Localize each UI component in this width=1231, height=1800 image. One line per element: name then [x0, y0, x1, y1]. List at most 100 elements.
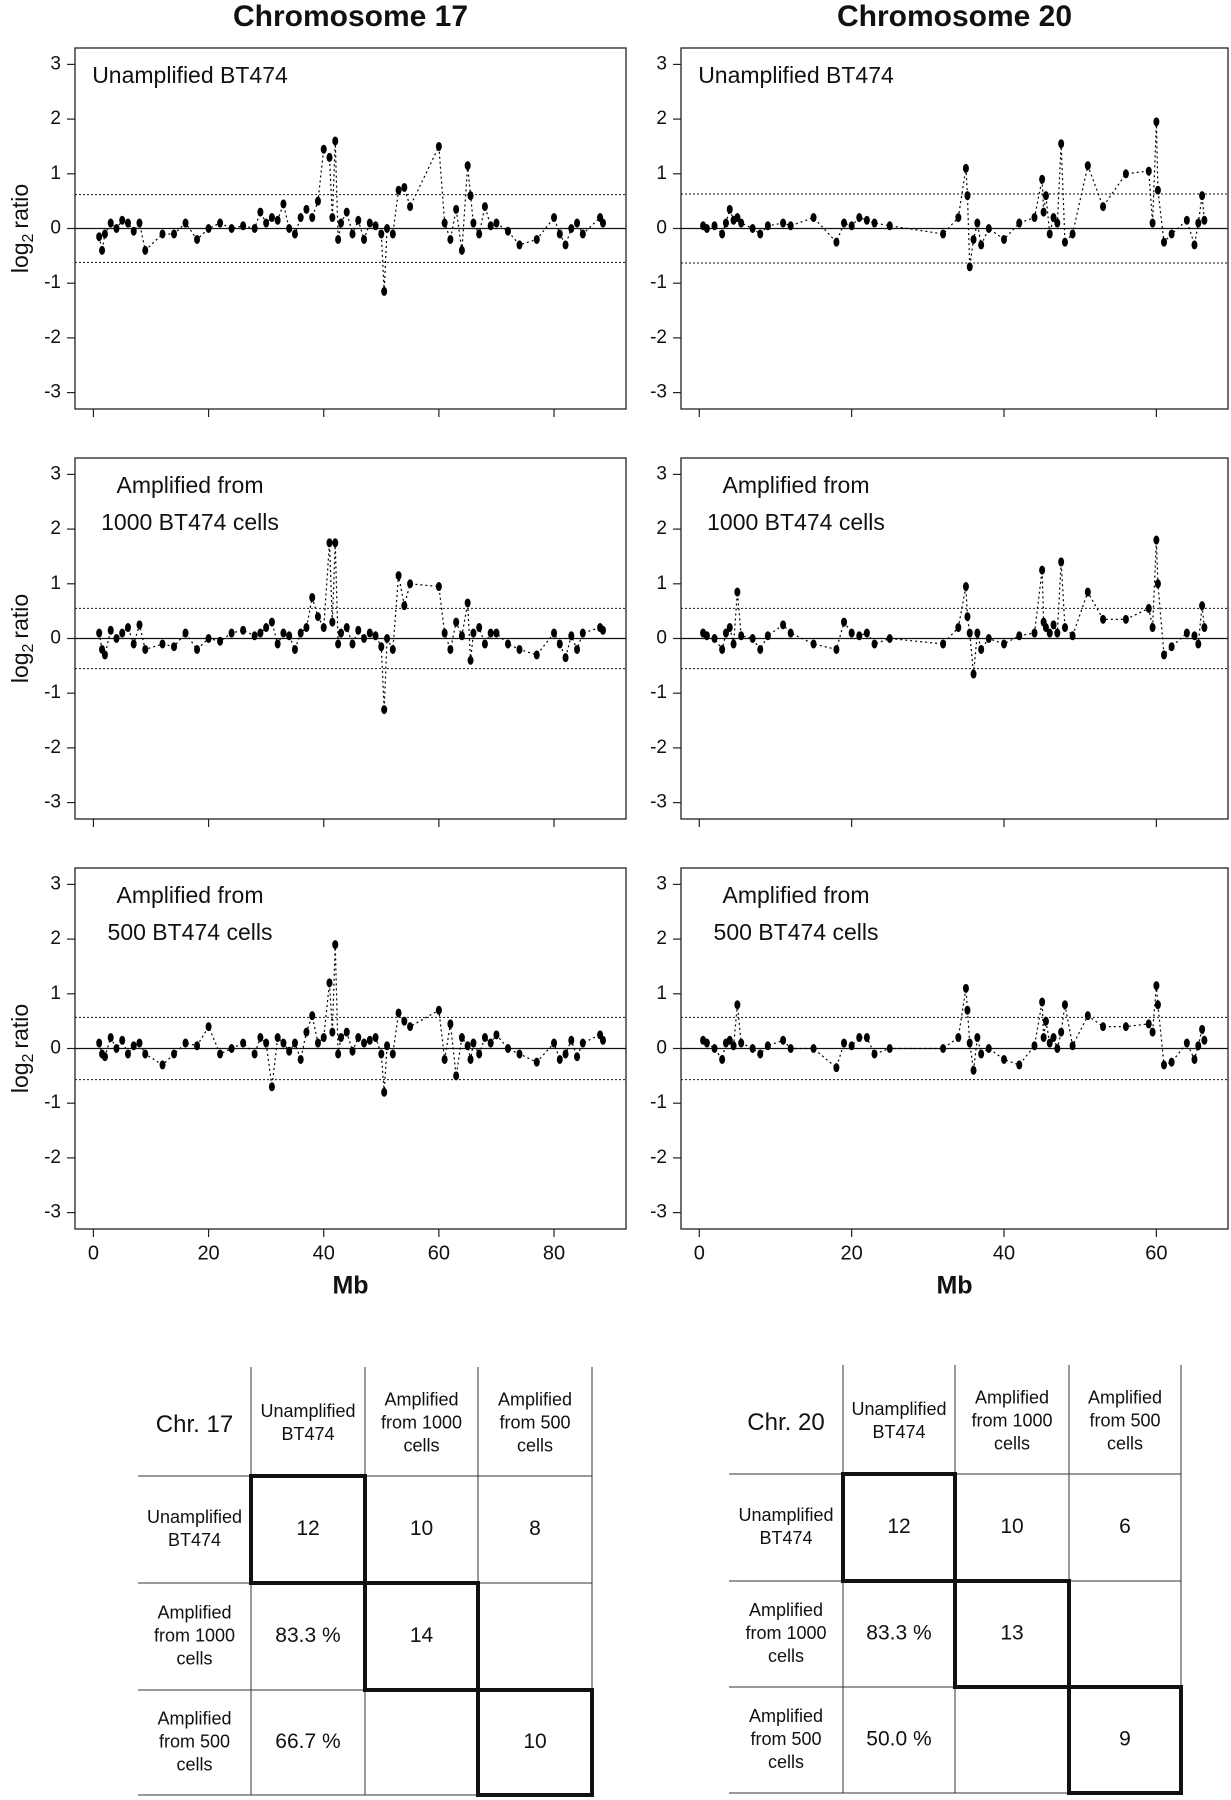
data-point: [228, 224, 235, 233]
data-point: [329, 617, 336, 627]
data-point: [719, 229, 726, 239]
data-point: [205, 1022, 212, 1032]
data-point: [303, 623, 310, 633]
data-point: [476, 229, 483, 239]
data-point: [734, 587, 741, 597]
data-point: [1084, 161, 1091, 171]
data-point: [810, 213, 817, 223]
data-point: [787, 221, 794, 231]
data-point: [395, 1008, 402, 1018]
data-point: [124, 218, 131, 228]
data-point: [384, 634, 391, 643]
data-point: [871, 1049, 878, 1059]
data-point: [1195, 218, 1202, 228]
data-point: [194, 644, 201, 654]
data-point: [251, 1049, 258, 1059]
data-point: [458, 631, 465, 641]
data-point: [136, 620, 143, 630]
data-point: [240, 1038, 247, 1048]
data-point: [533, 234, 540, 244]
data-point: [764, 631, 771, 641]
data-point: [467, 655, 474, 665]
data-point: [343, 1027, 350, 1037]
y-tick-label: 0: [50, 1038, 61, 1059]
data-point: [1061, 623, 1068, 633]
table-cell: 66.7 %: [275, 1730, 340, 1753]
data-point: [504, 639, 511, 649]
table-cell: 14: [410, 1624, 434, 1647]
data-point: [361, 634, 368, 643]
column-title: Chromosome 20: [837, 0, 1072, 33]
data-point: [1054, 218, 1061, 228]
data-point: [1195, 1041, 1202, 1051]
data-point: [955, 623, 962, 633]
y-tick-label: 1: [656, 983, 667, 1004]
diagonal-box: [249, 1474, 367, 1585]
data-point: [395, 571, 402, 581]
data-point: [349, 639, 356, 649]
data-point: [1201, 215, 1208, 225]
data-point: [556, 1054, 563, 1064]
data-point: [217, 636, 224, 646]
data-point: [955, 213, 962, 223]
y-tick-label: 1: [50, 163, 61, 184]
data-point: [1042, 1016, 1049, 1026]
data-point: [372, 631, 379, 641]
y-tick-label: -1: [44, 1092, 61, 1113]
data-point: [274, 215, 281, 225]
y-tick-label: 2: [50, 518, 61, 539]
data-point: [764, 221, 771, 231]
y-tick-label: 0: [656, 218, 667, 239]
data-point: [441, 218, 448, 228]
y-label-part: log: [7, 652, 33, 683]
data-point: [309, 213, 316, 223]
data-point: [487, 628, 494, 638]
data-point: [361, 1038, 368, 1048]
row-header: Amplified: [157, 1602, 231, 1622]
data-point: [1016, 218, 1023, 228]
data-point: [303, 1027, 310, 1037]
data-point: [757, 229, 764, 239]
data-point: [389, 229, 396, 239]
data-point: [1046, 628, 1053, 638]
data-point: [1149, 623, 1156, 633]
data-point: [182, 218, 189, 228]
data-point: [493, 628, 500, 638]
data-point: [251, 631, 258, 641]
data-point: [1199, 1024, 1206, 1034]
data-point: [856, 213, 863, 223]
panel-label: 500 BT474 cells: [108, 919, 273, 945]
y-tick-label: 0: [656, 628, 667, 649]
y-tick-label: 2: [50, 108, 61, 129]
row-header: from 1000: [154, 1625, 235, 1645]
column-header: from 500: [1089, 1410, 1160, 1430]
data-point: [291, 644, 298, 654]
data-point: [810, 639, 817, 649]
panel-label: Amplified from: [117, 882, 264, 908]
x-tick-label: 60: [428, 1242, 450, 1264]
data-point: [841, 1038, 848, 1048]
data-point: [562, 240, 569, 250]
y-tick-label: -1: [44, 272, 61, 293]
data-point: [1145, 166, 1152, 176]
row-header: from 500: [159, 1731, 230, 1751]
column-header: from 1000: [381, 1412, 462, 1432]
data-point: [810, 1044, 817, 1053]
data-point: [985, 224, 992, 233]
data-point: [338, 1033, 344, 1043]
data-point: [1001, 234, 1008, 244]
y-tick-label: -1: [44, 682, 61, 703]
y-label-part: log: [7, 1062, 33, 1093]
data-point: [182, 1038, 189, 1048]
data-point: [1149, 218, 1156, 228]
column-header: Amplified: [384, 1389, 458, 1409]
y-label-part: ratio: [7, 594, 33, 639]
data-point: [136, 1038, 143, 1048]
data-point: [251, 224, 258, 233]
series-line: [702, 121, 1205, 267]
column-header: cells: [403, 1435, 439, 1455]
data-point: [703, 224, 710, 233]
row-header: Amplified: [157, 1708, 231, 1728]
data-point: [1195, 639, 1202, 649]
column-title: Chromosome 17: [233, 0, 468, 33]
